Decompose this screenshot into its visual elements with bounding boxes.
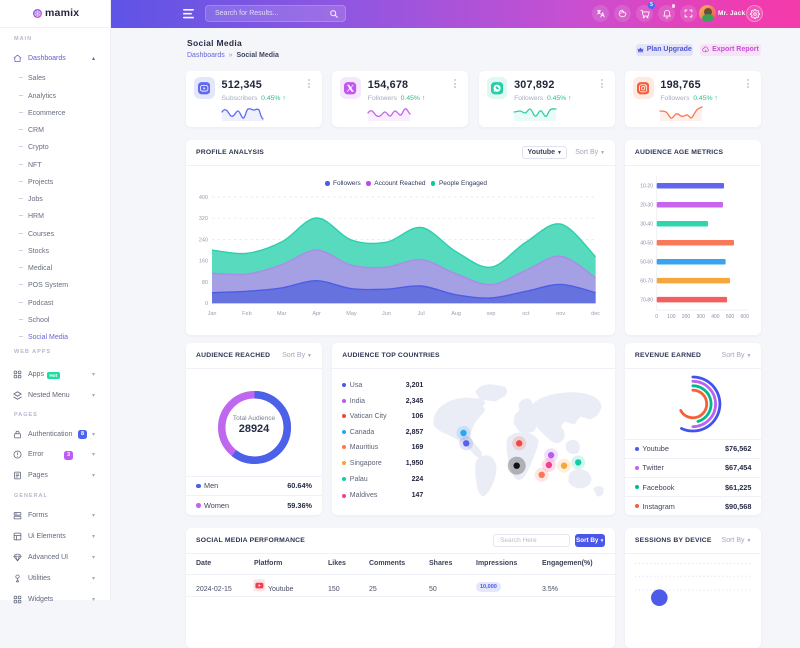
svg-text:0: 0 <box>205 301 208 307</box>
svg-text:May: May <box>346 311 357 317</box>
svg-text:400: 400 <box>199 195 208 201</box>
svg-text:60-70: 60-70 <box>640 279 653 285</box>
svg-text:Jul: Jul <box>418 311 425 317</box>
svg-text:Apr: Apr <box>312 311 321 317</box>
svg-text:400: 400 <box>711 314 720 320</box>
svg-text:dec: dec <box>591 311 600 317</box>
svg-text:100: 100 <box>667 314 676 320</box>
svg-text:160: 160 <box>199 259 208 265</box>
svg-text:70-80: 70-80 <box>640 298 653 304</box>
svg-text:nov: nov <box>556 311 565 317</box>
svg-text:500: 500 <box>726 314 735 320</box>
svg-text:Aug: Aug <box>451 311 461 317</box>
svg-text:0: 0 <box>655 314 658 320</box>
svg-text:600: 600 <box>740 314 749 320</box>
svg-text:oct: oct <box>522 311 530 317</box>
svg-text:sep: sep <box>487 311 496 317</box>
svg-text:30-40: 30-40 <box>640 222 653 228</box>
svg-text:200: 200 <box>682 314 691 320</box>
svg-text:40-50: 40-50 <box>640 241 653 247</box>
svg-text:300: 300 <box>696 314 705 320</box>
svg-text:50-60: 50-60 <box>640 260 653 266</box>
svg-text:Jun: Jun <box>382 311 391 317</box>
svg-text:Jan: Jan <box>208 311 217 317</box>
svg-text:Mar: Mar <box>277 311 287 317</box>
svg-text:20-30: 20-30 <box>640 203 653 209</box>
svg-text:320: 320 <box>199 216 208 222</box>
svg-text:Feb: Feb <box>242 311 251 317</box>
svg-text:10-20: 10-20 <box>640 184 653 190</box>
svg-text:240: 240 <box>199 237 208 243</box>
svg-text:80: 80 <box>202 280 208 286</box>
